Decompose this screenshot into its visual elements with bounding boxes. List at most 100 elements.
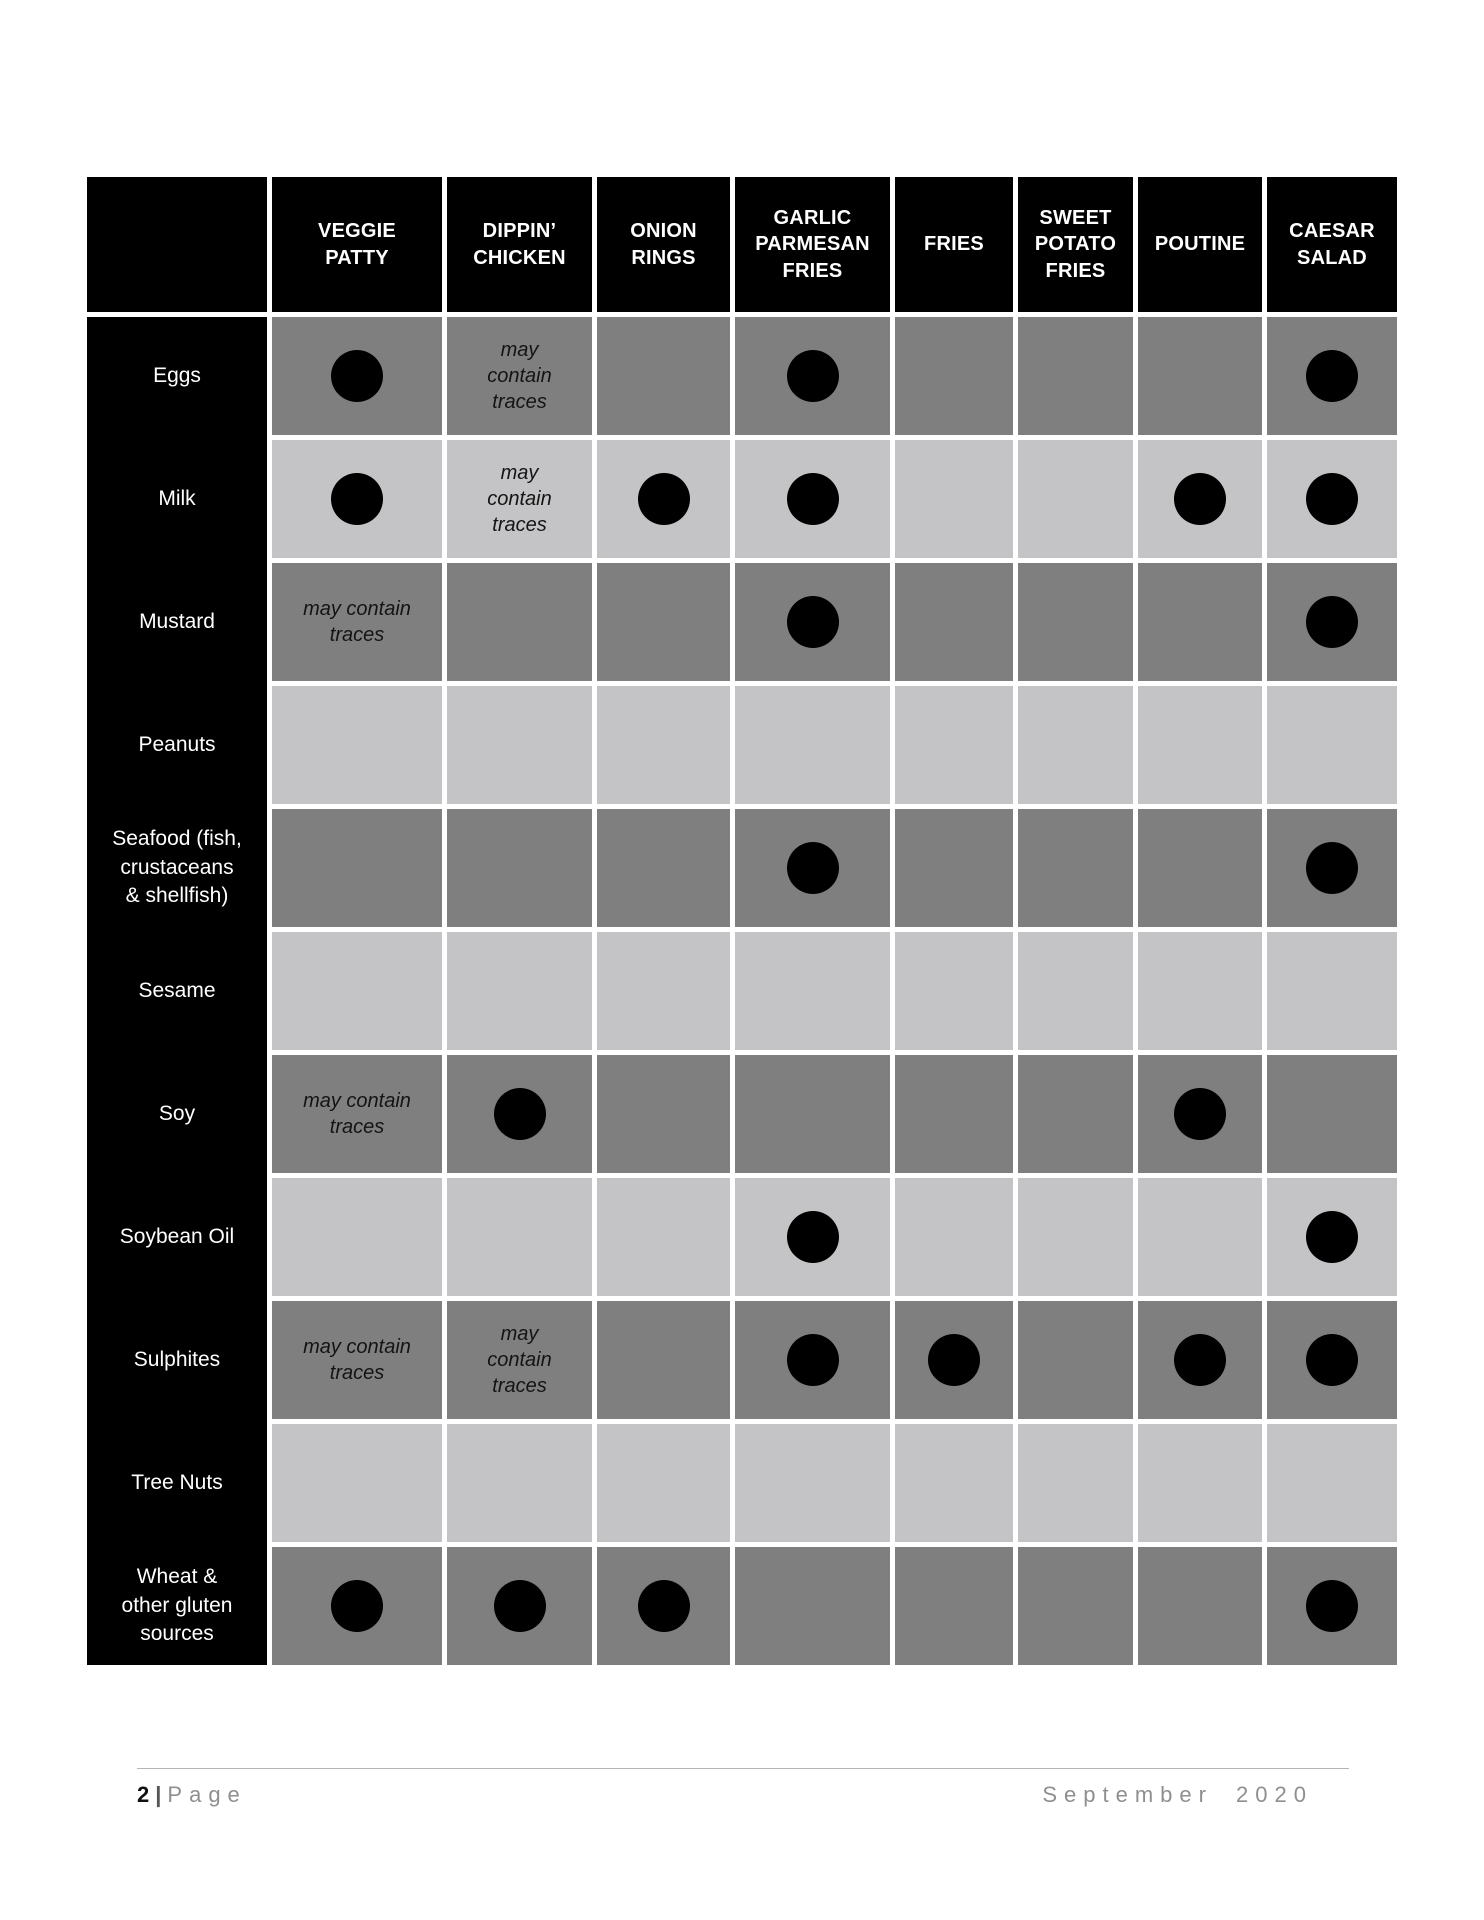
row-label: Sulphites <box>87 1301 267 1424</box>
allergen-cell <box>597 809 730 927</box>
allergen-cell <box>1138 932 1262 1050</box>
column-header: CAESAR SALAD <box>1267 177 1397 312</box>
row-label-text: Soy <box>158 1101 196 1125</box>
allergen-cell <box>1267 932 1397 1050</box>
allergen-dot-icon <box>1306 1334 1358 1386</box>
allergen-dot-icon <box>493 1088 546 1140</box>
allergen-cell: may contain traces <box>272 563 442 681</box>
allergen-cell <box>1138 809 1262 927</box>
allergen-cell <box>597 317 730 435</box>
page-footer: 2| Page September 2020 <box>137 1768 1349 1808</box>
allergen-cell <box>895 440 1013 558</box>
allergen-cell <box>1018 563 1133 681</box>
row-label: Soybean Oil <box>87 1178 267 1301</box>
allergen-cell <box>597 440 730 558</box>
row-label-text: Tree Nuts <box>131 1470 223 1494</box>
traces-note: may contain traces <box>487 339 552 413</box>
row-label: Soy <box>87 1055 267 1178</box>
allergen-cell <box>735 1547 890 1665</box>
allergen-cell <box>272 1178 442 1296</box>
column-header: VEGGIE PATTY <box>272 177 442 312</box>
allergen-cell <box>597 1178 730 1296</box>
allergen-cell <box>735 1424 890 1542</box>
allergen-cell <box>1018 932 1133 1050</box>
column-header-label: FRIES <box>924 233 984 256</box>
allergen-table: VEGGIE PATTY DIPPIN’ CHICKEN ONION RINGS GA… <box>87 177 1397 1665</box>
allergen-cell <box>1018 686 1133 804</box>
allergen-dot-icon <box>331 473 383 525</box>
allergen-cell <box>895 1178 1013 1296</box>
allergen-cell <box>1138 1301 1262 1419</box>
allergen-cell <box>735 563 890 681</box>
traces-note: may contain traces <box>303 1090 411 1138</box>
row-label-text: Seafood (fish, crustaceans & shellfish) <box>112 827 242 908</box>
row-label: Sesame <box>87 932 267 1055</box>
footer-date: September 2020 <box>1042 1782 1313 1807</box>
footer-page-label: Page <box>167 1782 247 1807</box>
row-label: Peanuts <box>87 686 267 809</box>
allergen-cell <box>895 563 1013 681</box>
row-label-text: Mustard <box>139 609 215 633</box>
allergen-cell <box>272 686 442 804</box>
row-label: Wheat & other gluten sources <box>87 1547 267 1665</box>
allergen-dot-icon <box>786 842 839 894</box>
column-header: POUTINE <box>1138 177 1262 312</box>
allergen-cell <box>597 686 730 804</box>
allergen-dot-icon <box>331 1580 383 1632</box>
allergen-cell <box>895 686 1013 804</box>
allergen-cell <box>272 1547 442 1665</box>
allergen-dot-icon <box>1306 350 1358 402</box>
allergen-cell <box>735 1301 890 1419</box>
allergen-dot-icon <box>928 1334 980 1386</box>
allergen-cell: may contain traces <box>447 1301 592 1419</box>
column-header: FRIES <box>895 177 1013 312</box>
table-corner-cell <box>87 177 267 312</box>
allergen-cell: may contain traces <box>447 317 592 435</box>
allergen-dot-icon <box>637 1580 690 1632</box>
allergen-cell <box>447 809 592 927</box>
allergen-dot-icon <box>786 473 839 525</box>
traces-note: may contain traces <box>303 1336 411 1384</box>
allergen-dot-icon <box>1174 1088 1226 1140</box>
allergen-cell <box>895 317 1013 435</box>
allergen-dot-icon <box>1306 1580 1358 1632</box>
allergen-cell <box>735 1055 890 1173</box>
allergen-cell <box>1267 1424 1397 1542</box>
allergen-cell <box>447 1055 592 1173</box>
traces-note: may contain traces <box>303 598 411 646</box>
allergen-dot-icon <box>1174 473 1226 525</box>
allergen-cell <box>735 932 890 1050</box>
allergen-cell <box>1138 686 1262 804</box>
allergen-cell <box>597 563 730 681</box>
allergen-cell <box>597 1424 730 1542</box>
allergen-cell <box>597 1547 730 1665</box>
allergen-cell <box>272 440 442 558</box>
column-header: ONION RINGS <box>597 177 730 312</box>
allergen-cell <box>735 440 890 558</box>
footer-page-indicator: 2| Page <box>137 1782 247 1808</box>
allergen-cell <box>895 1055 1013 1173</box>
allergen-cell <box>1138 1178 1262 1296</box>
row-label-text: Wheat & other gluten sources <box>121 1565 233 1646</box>
allergen-cell <box>735 317 890 435</box>
column-header-label: ONION RINGS <box>630 220 697 269</box>
allergen-cell <box>272 1424 442 1542</box>
column-header: GARLIC PARMESAN FRIES <box>735 177 890 312</box>
allergen-cell <box>1018 1424 1133 1542</box>
row-label: Tree Nuts <box>87 1424 267 1547</box>
allergen-cell <box>895 1301 1013 1419</box>
allergen-cell <box>447 932 592 1050</box>
allergen-cell <box>272 932 442 1050</box>
allergen-cell <box>1018 1547 1133 1665</box>
column-header-label: GARLIC PARMESAN FRIES <box>755 206 870 282</box>
allergen-cell <box>1138 563 1262 681</box>
allergen-cell <box>735 809 890 927</box>
allergen-cell <box>1267 1547 1397 1665</box>
row-label-text: Soybean Oil <box>119 1224 235 1248</box>
allergen-cell <box>1267 317 1397 435</box>
allergen-cell: may contain traces <box>272 1301 442 1419</box>
allergen-cell <box>1267 686 1397 804</box>
column-header-label: CAESAR SALAD <box>1289 220 1375 269</box>
allergen-dot-icon <box>1306 1211 1358 1263</box>
